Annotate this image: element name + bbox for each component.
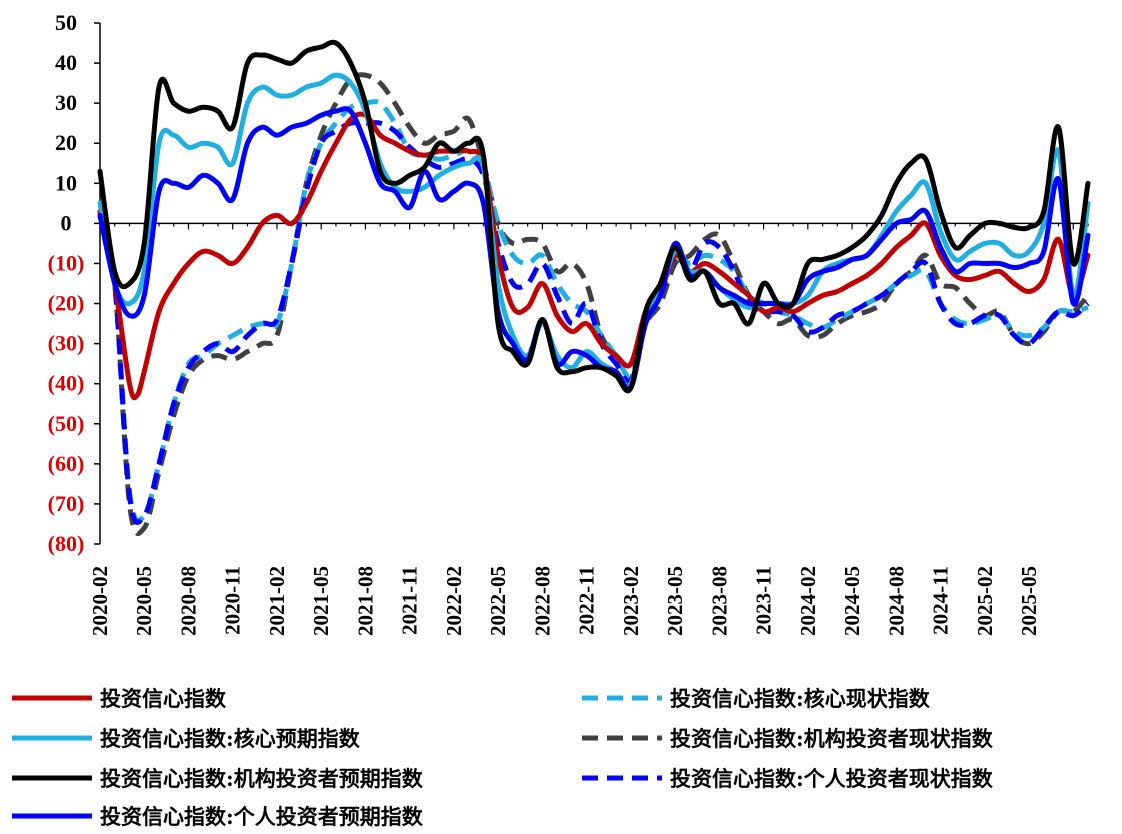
legend-item: 投资信心指数:机构投资者现状指数 (580, 722, 993, 754)
x-tick-label: 2022-08 (530, 566, 554, 636)
axes-layer (94, 22, 1089, 545)
x-tick-label: 2020-08 (176, 566, 200, 636)
legend-swatch (582, 695, 662, 701)
series-line-5 (97, 39, 1091, 394)
legend-item: 投资信心指数:机构投资者预期指数 (10, 762, 423, 794)
y-tick-label: 50 (55, 10, 77, 35)
legend-label: 投资信心指数:机构投资者预期指数 (100, 766, 423, 791)
series-line-1 (97, 111, 1091, 401)
series-line-7 (97, 106, 1091, 392)
y-tick-label: (60) (48, 451, 85, 476)
y-tick-label: (40) (48, 371, 85, 396)
x-tick-label: 2024-05 (840, 566, 864, 636)
x-tick-label: 2023-02 (619, 566, 643, 636)
legend-swatch (12, 695, 92, 701)
legend-label: 投资信心指数:个人投资者预期指数 (100, 804, 423, 829)
x-tick-label: 2025-02 (973, 566, 997, 636)
legend-item: 投资信心指数 (10, 682, 226, 714)
y-tick-label: 0 (61, 210, 72, 235)
legend-item: 投资信心指数:核心现状指数 (580, 682, 930, 714)
y-tick-label: 10 (55, 170, 77, 195)
x-tick-label: 2024-02 (796, 566, 820, 636)
legend-label: 投资信心指数:机构投资者现状指数 (670, 726, 993, 751)
series-line-3 (97, 72, 1091, 389)
y-tick-label: (20) (48, 291, 85, 316)
x-tick-label: 2020-11 (221, 566, 245, 635)
x-tick-label: 2021-08 (353, 566, 377, 636)
legend-swatch (12, 775, 92, 781)
legend-swatch (582, 775, 662, 781)
y-tick-label: (70) (48, 491, 85, 516)
legend-swatch (582, 735, 662, 741)
legend-item: 投资信心指数:核心预期指数 (10, 722, 360, 754)
series-layer (97, 39, 1091, 536)
x-tick-label: 2022-05 (486, 566, 510, 636)
y-tick-label: (10) (48, 250, 85, 275)
x-tick-label: 2023-11 (752, 566, 776, 635)
x-tick-label: 2025-05 (1017, 566, 1041, 636)
x-tick-label: 2023-08 (707, 566, 731, 636)
legend-label: 投资信心指数:核心预期指数 (100, 726, 360, 751)
legend-label: 投资信心指数 (100, 686, 226, 711)
legend-swatch (12, 813, 92, 819)
x-tick-label: 2021-02 (265, 566, 289, 636)
legend-label: 投资信心指数:核心现状指数 (670, 686, 930, 711)
y-tick-label: 30 (55, 90, 77, 115)
series-line-2 (97, 99, 1089, 524)
y-tick-label: 40 (55, 50, 77, 75)
x-tick-label: 2021-11 (398, 566, 422, 635)
x-tick-label: 2023-05 (663, 566, 687, 636)
x-tick-label: 2020-02 (88, 566, 112, 636)
x-tick-label: 2024-08 (884, 566, 908, 636)
x-tick-label: 2022-11 (575, 566, 599, 635)
x-tick-label: 2022-02 (442, 566, 466, 636)
legend-item: 投资信心指数:个人投资者预期指数 (10, 800, 423, 832)
series-line-4 (97, 72, 1090, 536)
x-tick-label: 2020-05 (132, 566, 156, 636)
y-tick-label: (30) (48, 331, 85, 356)
y-tick-label: (80) (48, 531, 85, 556)
x-tick-label: 2021-05 (309, 566, 333, 636)
x-tick-label: 2024-11 (929, 566, 953, 635)
line-chart: 50 40 30 20 10 0 (10) (20) (30) (40) (50) (60) (70) (… (48, 10, 1091, 636)
tick-labels-layer: 50 40 30 20 10 0 (10) (20) (30) (40) (50) (60) (70) (… (48, 10, 1041, 636)
legend-item: 投资信心指数:个人投资者现状指数 (580, 762, 993, 794)
legend-label: 投资信心指数:个人投资者现状指数 (670, 766, 993, 791)
y-tick-label: (50) (48, 411, 85, 436)
legend-swatch (12, 735, 92, 741)
series-line-6 (97, 120, 1090, 525)
y-tick-label: 20 (55, 130, 77, 155)
